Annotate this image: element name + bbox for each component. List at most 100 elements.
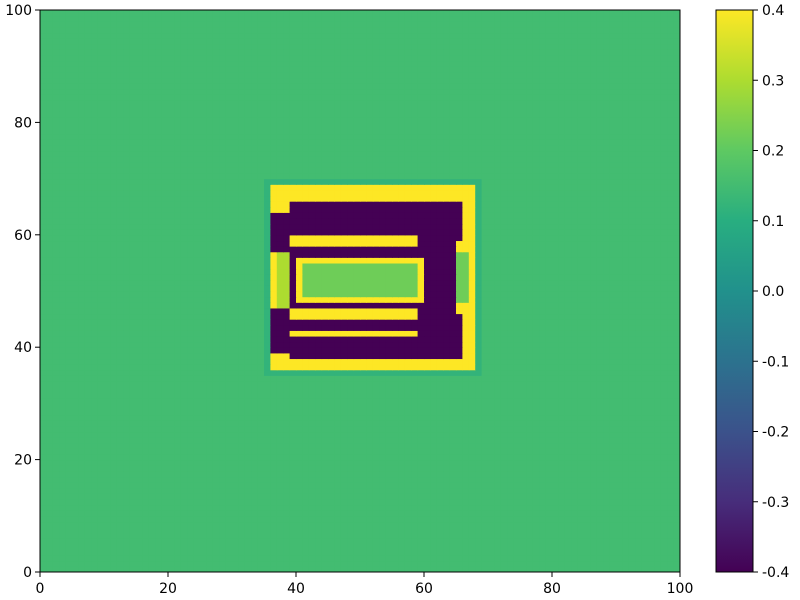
heatmap-cell [290, 375, 297, 381]
heatmap-cell [40, 409, 47, 415]
heatmap-cell [53, 375, 60, 381]
heatmap-cell [302, 319, 309, 325]
heatmap-cell [514, 527, 521, 533]
heatmap-cell [149, 510, 156, 516]
heatmap-cell [168, 465, 175, 471]
heatmap-cell [501, 291, 508, 297]
heatmap-cell [296, 353, 303, 359]
heatmap-cell [53, 465, 60, 471]
heatmap-cell [123, 347, 130, 353]
heatmap-cell [654, 510, 661, 516]
heatmap-cell [392, 342, 399, 348]
heatmap-cell [162, 437, 169, 443]
heatmap-cell [66, 550, 73, 556]
heatmap-cell [443, 392, 450, 398]
heatmap-cell [251, 432, 258, 438]
heatmap-cell [91, 420, 98, 426]
heatmap-cell [494, 538, 501, 544]
heatmap-cell [514, 448, 521, 454]
heatmap-cell [501, 325, 508, 331]
heatmap-cell [514, 291, 521, 297]
heatmap-cell [219, 510, 226, 516]
heatmap-cell [91, 432, 98, 438]
heatmap-cell [328, 358, 335, 364]
heatmap-cell [597, 313, 604, 319]
heatmap-cell [219, 409, 226, 415]
heatmap-cell [315, 443, 322, 449]
heatmap-cell [341, 297, 348, 303]
heatmap-cell [59, 465, 66, 471]
heatmap-cell [386, 510, 393, 516]
heatmap-cell [258, 555, 265, 561]
heatmap-cell [174, 437, 181, 443]
heatmap-cell [488, 336, 495, 342]
heatmap-cell [360, 476, 367, 482]
heatmap-cell [181, 336, 188, 342]
heatmap-cell [386, 415, 393, 421]
heatmap-cell [290, 555, 297, 561]
heatmap-cell [270, 325, 277, 331]
heatmap-cell [59, 538, 66, 544]
heatmap-cell [46, 392, 53, 398]
heatmap-cell [219, 381, 226, 387]
heatmap-cell [475, 336, 482, 342]
heatmap-cell [245, 308, 252, 314]
heatmap-cell [213, 448, 220, 454]
heatmap-cell [72, 527, 79, 533]
heatmap-cell [366, 555, 373, 561]
heatmap-cell [411, 460, 418, 466]
heatmap-cell [494, 319, 501, 325]
heatmap-cell [302, 347, 309, 353]
heatmap-cell [366, 347, 373, 353]
heatmap-cell [437, 308, 444, 314]
heatmap-cell [475, 476, 482, 482]
heatmap-cell [539, 454, 546, 460]
heatmap-cell [46, 499, 53, 505]
heatmap-cell [136, 364, 143, 370]
heatmap-cell [194, 499, 201, 505]
heatmap-cell [123, 476, 130, 482]
heatmap-cell [398, 493, 405, 499]
heatmap-cell [200, 426, 207, 432]
heatmap-cell [155, 505, 162, 511]
heatmap-cell [200, 392, 207, 398]
heatmap-cell [66, 443, 73, 449]
heatmap-cell [53, 533, 60, 539]
heatmap-cell [616, 516, 623, 522]
heatmap-cell [590, 426, 597, 432]
heatmap-cell [194, 465, 201, 471]
heatmap-cell [398, 432, 405, 438]
heatmap-cell [309, 370, 316, 376]
heatmap-cell [219, 353, 226, 359]
heatmap-cell [411, 364, 418, 370]
heatmap-cell [616, 544, 623, 550]
heatmap-cell [322, 550, 329, 556]
heatmap-cell [501, 336, 508, 342]
heatmap-cell [603, 420, 610, 426]
heatmap-cell [296, 364, 303, 370]
heatmap-cell [194, 538, 201, 544]
heatmap-cell [610, 325, 617, 331]
heatmap-cell [123, 415, 130, 421]
heatmap-cell [661, 319, 668, 325]
heatmap-cell [558, 527, 565, 533]
heatmap-cell [462, 291, 469, 297]
heatmap-cell [219, 555, 226, 561]
heatmap-cell [162, 308, 169, 314]
heatmap-cell [296, 415, 303, 421]
heatmap-cell [392, 308, 399, 314]
heatmap-cell [46, 493, 53, 499]
heatmap-cell [379, 364, 386, 370]
heatmap-cell [488, 499, 495, 505]
heatmap-cell [232, 420, 239, 426]
heatmap-cell [187, 510, 194, 516]
heatmap-cell [290, 454, 297, 460]
heatmap-cell [194, 460, 201, 466]
heatmap-cell [130, 330, 137, 336]
heatmap-cell [392, 387, 399, 393]
heatmap-cell [373, 364, 380, 370]
heatmap-cell [610, 437, 617, 443]
heatmap-cell [110, 358, 117, 364]
heatmap-cell [226, 454, 233, 460]
heatmap-cell [155, 370, 162, 376]
